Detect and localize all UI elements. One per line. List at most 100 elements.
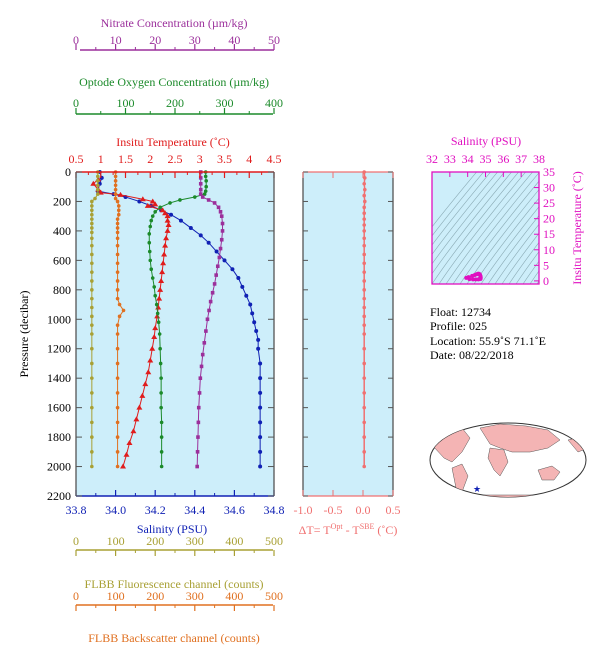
oxygen-point — [155, 311, 160, 316]
backscatter-point — [115, 288, 120, 292]
temperature-point — [139, 196, 146, 202]
temperature-point — [164, 217, 171, 223]
delta-point — [362, 223, 367, 227]
nitrate-point — [212, 282, 217, 286]
oxygen-point — [159, 391, 163, 395]
fluorescence-tick-label: 100 — [107, 534, 125, 548]
nitrate-point — [205, 317, 210, 322]
ts-temperature-tick-label: 20 — [543, 212, 555, 226]
oxygen-point — [147, 240, 152, 245]
delta-label-sup-opt: Opt — [331, 522, 344, 531]
ts-temperature-tick-label: 5 — [543, 258, 549, 272]
ts-density-contour — [452, 172, 539, 284]
oxygen-point — [156, 320, 161, 325]
fluorescence-point — [90, 230, 94, 235]
fluorescence-point — [95, 187, 100, 192]
nitrate-point — [204, 329, 208, 333]
nitrate-point — [195, 464, 199, 469]
oxygen-point — [157, 332, 162, 336]
temperature-point — [161, 251, 168, 257]
fluorescence-point — [90, 204, 94, 208]
fluorescence-point — [95, 179, 100, 183]
backscatter-point — [115, 332, 120, 336]
pressure-tick-label: 200 — [53, 194, 71, 208]
ts-temperature-axis-label: Insitu Temperature (˚C) — [570, 171, 584, 285]
salinity-point — [254, 329, 259, 334]
fluorescence-axis-label: FLBB Fluorescence channel (counts) — [85, 577, 264, 591]
nitrate-point — [206, 198, 211, 202]
nitrate-point — [198, 187, 203, 192]
fluorescence-point — [90, 332, 94, 336]
salinity-tick-label: 34.2 — [145, 503, 166, 517]
temperature-point — [160, 260, 167, 266]
delta-label-sup-sbe: SBE — [360, 522, 375, 531]
nitrate-point — [216, 205, 221, 210]
backscatter-point — [115, 420, 120, 425]
temperature-point — [149, 198, 156, 204]
backscatter-point — [115, 236, 120, 241]
oxygen-point — [159, 435, 164, 439]
oxygen-point — [154, 302, 159, 307]
delta-point — [362, 332, 367, 336]
salinity-point — [214, 249, 219, 254]
ts-density-contour — [445, 172, 533, 284]
nitrate-point — [208, 299, 213, 304]
oxygen-point — [203, 174, 208, 179]
delta-label-mid: - T — [343, 523, 361, 537]
oxygen-point — [204, 184, 208, 189]
backscatter-point — [115, 450, 120, 454]
backscatter-point — [115, 361, 120, 366]
fluorescence-point — [90, 435, 94, 439]
oxygen-point — [159, 450, 164, 454]
ts-density-contour — [529, 270, 539, 284]
backscatter-tick-label: 500 — [265, 589, 283, 603]
delta-point — [363, 176, 367, 180]
ts-temperature-tick-label: 30 — [543, 181, 555, 195]
delta-tick-label: 0.0 — [356, 503, 371, 517]
nitrate-tick-label: 20 — [149, 33, 161, 47]
nitrate-point — [195, 450, 200, 454]
backscatter-point — [115, 230, 120, 235]
fluorescence-tick-label: 400 — [225, 534, 243, 548]
backscatter-point — [113, 183, 118, 188]
backscatter-point — [115, 279, 120, 283]
oxygen-point — [153, 209, 157, 214]
delta-point — [362, 435, 367, 439]
ts-density-contour — [432, 172, 498, 255]
backscatter-point — [117, 302, 122, 307]
oxygen-tick-label: 300 — [216, 96, 234, 110]
oxygen-point — [148, 224, 153, 229]
salinity-point — [240, 284, 245, 289]
ts-density-contour — [494, 223, 539, 284]
nitrate-point — [220, 221, 225, 226]
pressure-tick-label: 2000 — [47, 460, 71, 474]
backscatter-tick-label: 300 — [186, 589, 204, 603]
salinity-point — [244, 293, 249, 298]
pressure-tick-label: 1600 — [47, 401, 71, 415]
pressure-tick-label: 1400 — [47, 371, 71, 385]
backscatter-tick-label: 200 — [146, 589, 164, 603]
fluorescence-point — [93, 196, 97, 201]
fluorescence-point — [90, 252, 94, 257]
temperature-point — [157, 286, 164, 292]
nitrate-point — [196, 405, 201, 410]
temperature-point — [151, 333, 158, 339]
salinity-line — [97, 171, 261, 467]
delta-point — [362, 296, 367, 301]
temperature-point — [163, 235, 170, 241]
ts-series — [464, 271, 483, 282]
nitrate-point — [196, 420, 201, 425]
delta-point — [362, 305, 367, 310]
backscatter-point — [117, 314, 122, 319]
oxygen-point — [202, 192, 207, 196]
backscatter-tick-label: 100 — [107, 589, 125, 603]
delta-point — [362, 181, 367, 186]
fluorescence-point — [90, 221, 94, 226]
temperature-point — [162, 242, 169, 248]
delta-point — [362, 217, 367, 221]
temperature-tick-label: 2.5 — [168, 152, 183, 166]
oxygen-point — [168, 201, 172, 205]
temperature-tick-label: 3.5 — [217, 152, 232, 166]
main-panel-series — [90, 170, 263, 469]
